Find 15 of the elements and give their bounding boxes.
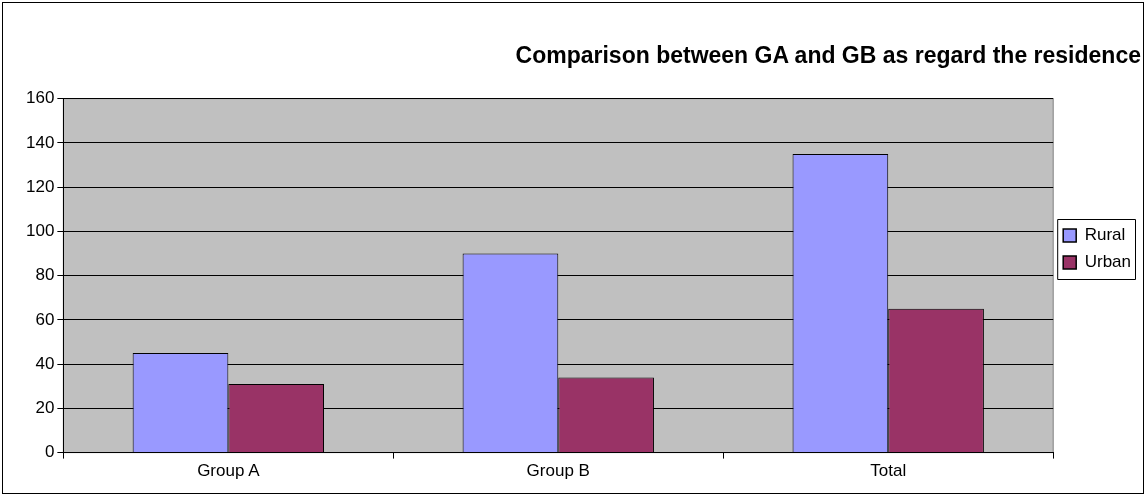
chart-title: Comparison between GA and GB as regard the residence	[515, 42, 1141, 69]
y-tick-label: 80	[35, 265, 55, 285]
y-tick-label: 100	[25, 221, 55, 241]
y-tick-label: 40	[35, 353, 55, 373]
y-tick-label: 60	[35, 309, 55, 329]
y-tick-label: 140	[25, 132, 55, 152]
legend-label: Rural	[1084, 225, 1126, 245]
x-tick-label: Group A	[197, 461, 261, 481]
x-tick-label: Total	[870, 461, 907, 481]
y-tick-label: 20	[35, 398, 55, 418]
y-tick-label: 120	[25, 176, 55, 196]
legend-label: Urban	[1084, 252, 1132, 272]
y-tick-label: 160	[25, 88, 55, 108]
x-tick-label: Group B	[526, 461, 590, 481]
y-tick-label: 0	[44, 442, 55, 462]
